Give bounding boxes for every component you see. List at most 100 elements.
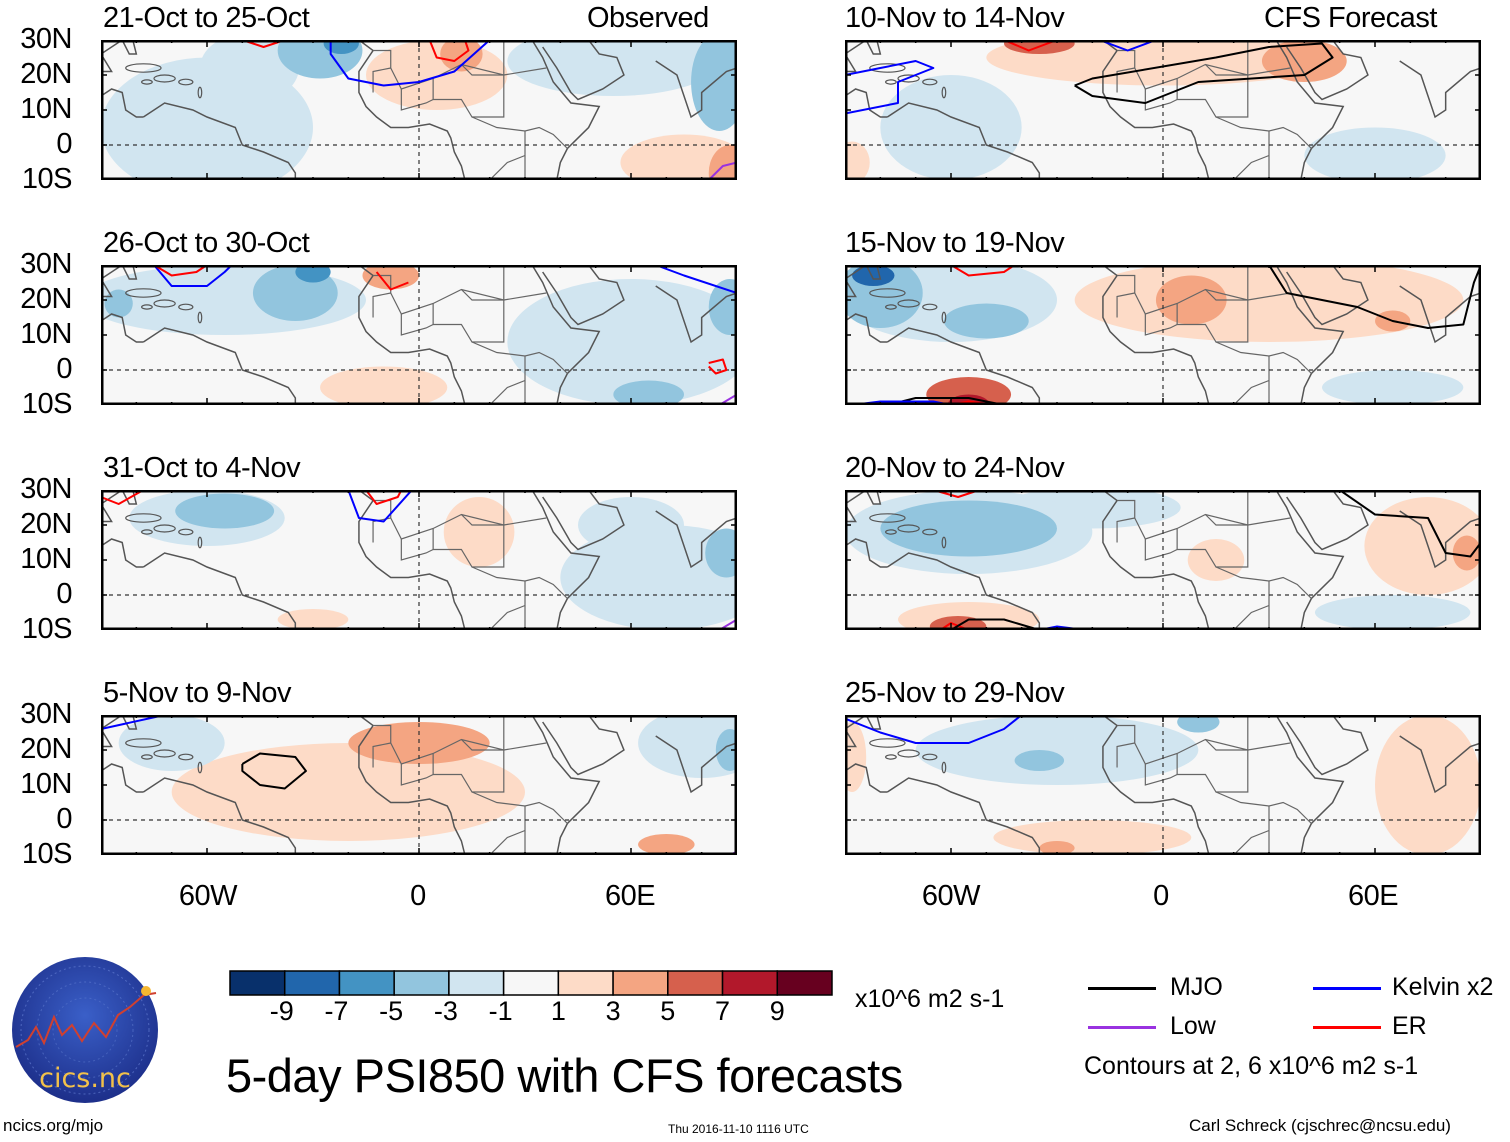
island (197, 86, 203, 99)
anomaly-region (620, 134, 737, 180)
country-border (1215, 116, 1312, 149)
country-border (489, 829, 526, 855)
coastline (845, 265, 867, 298)
island (869, 513, 906, 523)
y-tick-label: 10N (20, 93, 72, 125)
country-border (1176, 300, 1249, 343)
coastline (655, 510, 737, 569)
colorbar-tick-label: 5 (660, 996, 676, 1026)
contour-er (365, 490, 403, 505)
map-panel-fc4 (845, 715, 1481, 855)
anomaly-region (708, 145, 737, 180)
colorbar-units: x10^6 m2 s-1 (855, 985, 1005, 1013)
anomaly-region (845, 141, 870, 180)
country-border (1116, 517, 1135, 543)
x-tick-60e-right: 60E (1347, 880, 1399, 912)
island (869, 63, 906, 73)
contour-kelvin-x2 (153, 265, 233, 287)
country-border (400, 539, 434, 561)
map-panel-obs4 (101, 715, 737, 855)
country-border (471, 341, 568, 374)
anomaly-region (1039, 841, 1075, 855)
country-border (1247, 67, 1291, 76)
coastline (101, 490, 123, 523)
island (153, 299, 176, 308)
coastline (1102, 715, 1210, 855)
island (197, 761, 203, 774)
island (178, 78, 194, 86)
coastline (865, 490, 882, 505)
anomaly-region (1187, 539, 1245, 581)
coastline (531, 265, 601, 405)
colorbar-swatch (667, 970, 724, 996)
country-border (432, 750, 505, 793)
y-tick-label: 20N (20, 508, 72, 540)
panel-title-fc4: 25-Nov to 29-Nov (845, 677, 1065, 709)
map-panel-fc1 (845, 40, 1481, 180)
colorbar-swatch (283, 970, 341, 996)
island (125, 513, 162, 523)
country-border (400, 764, 434, 786)
island (885, 304, 897, 310)
y-tick-label: 10S (21, 838, 73, 870)
country-border (489, 154, 526, 180)
country-border (503, 742, 547, 751)
coastline (101, 265, 123, 298)
coastline (1286, 490, 1369, 551)
country-border (503, 67, 547, 76)
country-border (489, 379, 526, 405)
country-border (1215, 791, 1312, 824)
contour-low (708, 161, 737, 180)
coastline (1399, 510, 1481, 569)
coastline (1286, 40, 1369, 101)
island (897, 524, 920, 533)
country-border (1176, 525, 1249, 568)
legend-label-low: Low (1170, 1012, 1216, 1040)
coastline (101, 538, 144, 568)
country-border (1116, 292, 1135, 318)
country-border (1176, 750, 1249, 793)
country-border (471, 116, 568, 149)
coastline (542, 490, 625, 551)
coastline (101, 313, 144, 343)
anomaly-region (638, 834, 695, 855)
anomaly-region (705, 528, 737, 578)
country-border (460, 739, 504, 751)
country-border (1247, 742, 1291, 751)
colorbar-swatch (557, 970, 614, 996)
island (125, 288, 162, 298)
colorbar-swatch (393, 970, 450, 996)
coastline (886, 327, 1041, 405)
colorbar-tick-label: 7 (715, 996, 731, 1026)
country-border (1204, 739, 1248, 751)
footer-website: ncics.org/mjo (3, 1116, 104, 1135)
map-panel-fc2 (845, 265, 1481, 405)
island (178, 303, 194, 311)
island (869, 738, 906, 748)
coastline (142, 777, 297, 855)
y-tick-label: 10N (20, 768, 72, 800)
legend-line-kelvin (1313, 987, 1381, 990)
contour-er (708, 358, 728, 375)
country-border (400, 89, 434, 111)
island (941, 761, 947, 774)
panel-label-cfs-forecast: CFS Forecast (1264, 2, 1437, 34)
anomaly-region (1155, 275, 1227, 325)
contour-er (375, 271, 409, 291)
contour-mjo (1074, 42, 1334, 104)
anomaly-region (175, 493, 275, 529)
anomaly-region (1304, 127, 1446, 180)
panel-label-observed: Observed (587, 2, 709, 34)
contour-mjo (1268, 265, 1481, 329)
anomaly-region (708, 279, 737, 335)
anomaly-region (691, 40, 737, 131)
contour-mjo (241, 752, 307, 790)
coastline (358, 715, 466, 855)
island (922, 78, 938, 86)
anomaly-region (1452, 535, 1481, 571)
country-border (1204, 289, 1248, 301)
coastline (542, 715, 625, 776)
coastline (1102, 265, 1210, 405)
country-border (1233, 379, 1270, 405)
contour-er (153, 265, 208, 277)
